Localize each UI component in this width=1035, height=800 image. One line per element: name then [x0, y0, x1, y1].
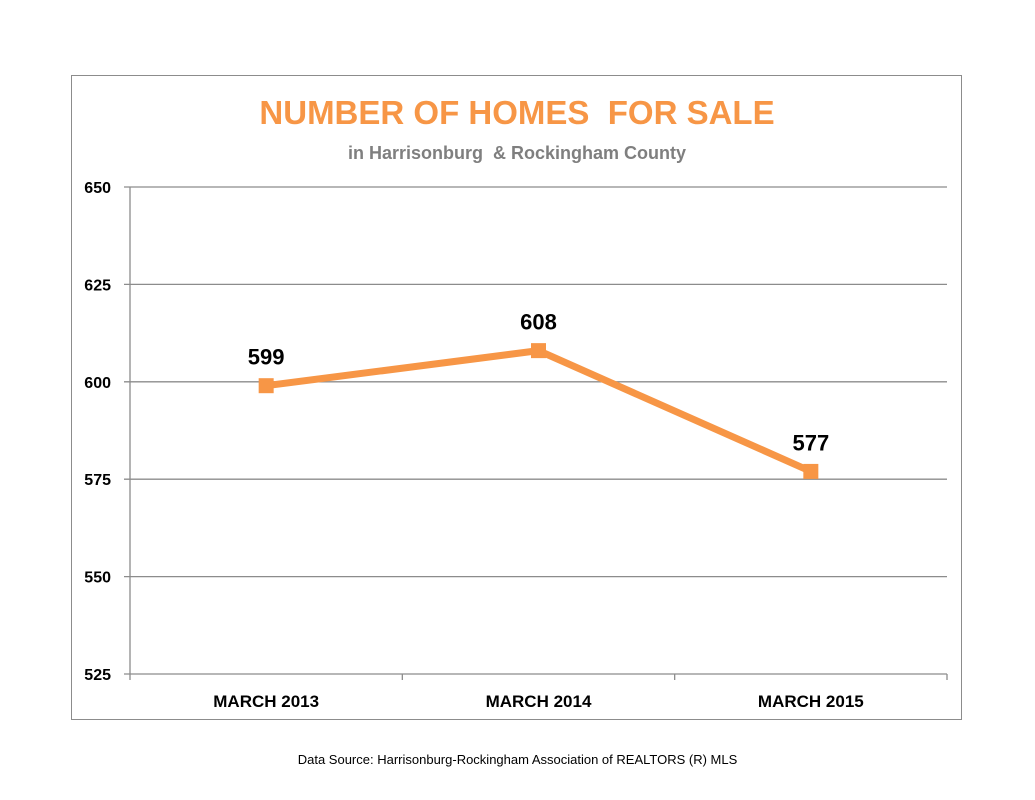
series-line — [262, 347, 815, 475]
gridlines — [124, 186, 947, 578]
y-axis-ticks: 525 550 575 600 625 650 — [84, 180, 111, 684]
y-tick-label: 600 — [84, 375, 111, 392]
series — [258, 343, 819, 479]
x-tick-label: MARCH 2015 — [758, 692, 864, 711]
chart-frame — [71, 75, 962, 720]
data-point-marker — [531, 343, 546, 359]
y-tick-label: 525 — [84, 667, 111, 684]
y-tick-label: 550 — [84, 570, 111, 587]
data-point-marker — [258, 378, 274, 394]
data-labels: 599 608 577 — [248, 310, 829, 456]
chart-subtitle: in Harrisonburg & Rockingham County — [348, 143, 686, 163]
data-source-note: Data Source: Harrisonburg-Rockingham Ass… — [297, 752, 738, 767]
y-tick-label: 625 — [84, 277, 111, 294]
x-tick-label: MARCH 2014 — [486, 692, 592, 711]
data-point-marker — [803, 463, 819, 479]
data-label: 599 — [248, 345, 285, 370]
chart-title: NUMBER OF HOMES FOR SALE — [259, 94, 774, 131]
data-label: 608 — [520, 310, 557, 335]
data-label: 577 — [792, 430, 829, 455]
x-axis-ticks: MARCH 2013 MARCH 2014 MARCH 2015 — [213, 692, 863, 711]
y-tick-label: 650 — [84, 180, 111, 197]
axes — [124, 187, 948, 680]
x-tick-label: MARCH 2013 — [213, 692, 319, 711]
y-tick-label: 575 — [84, 472, 111, 489]
